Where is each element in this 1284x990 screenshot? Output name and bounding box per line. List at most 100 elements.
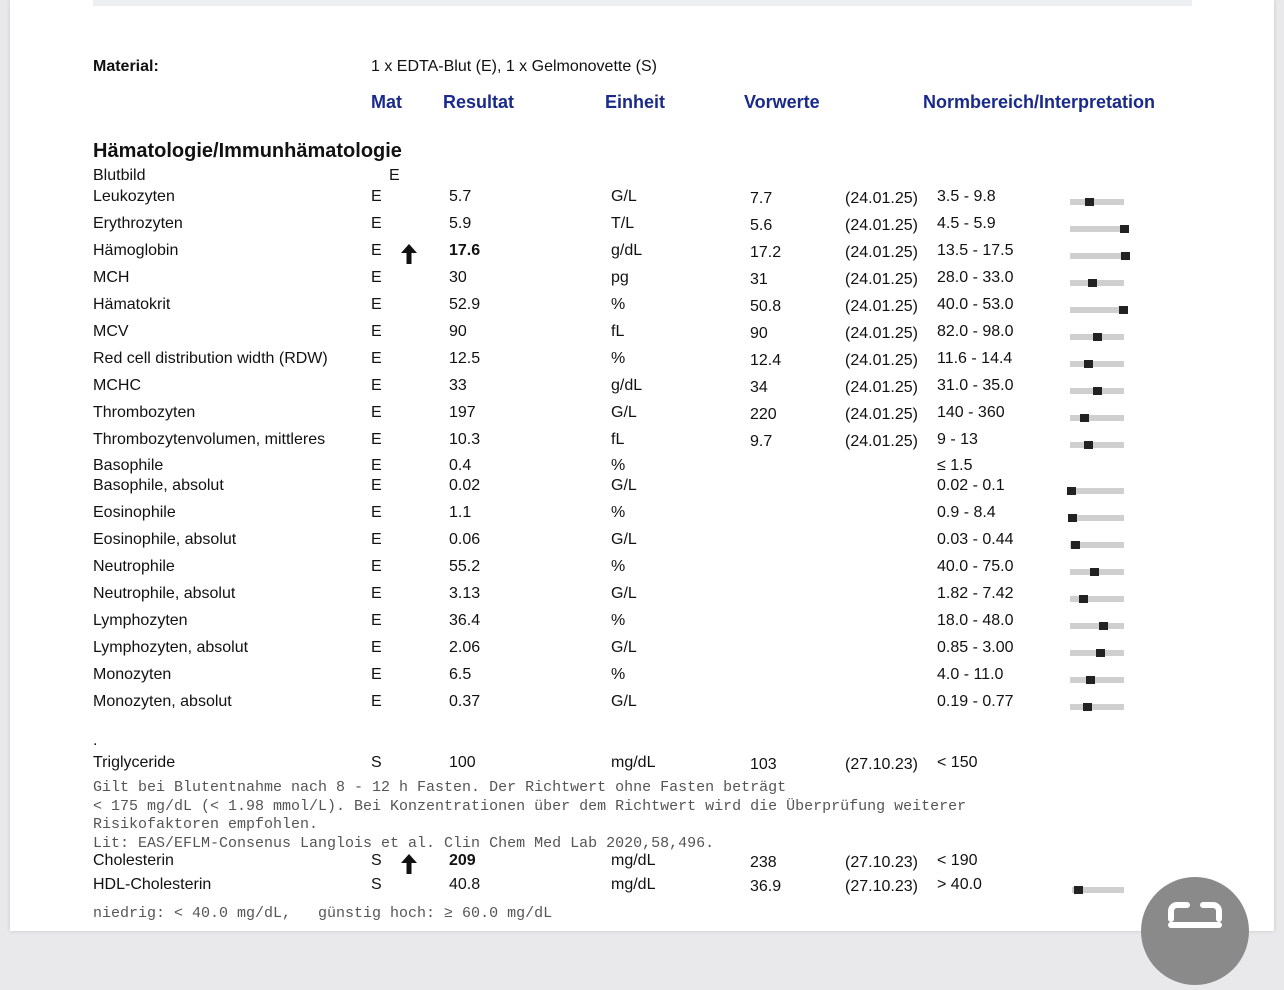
previous-value: 34 (750, 379, 768, 396)
unit: % (611, 612, 626, 629)
reference-range: 0.02 - 0.1 (937, 477, 1005, 494)
scan-button[interactable] (1141, 877, 1249, 985)
top-bar (93, 0, 1192, 6)
note-line: < 175 mg/dL (< 1.98 mmol/L). Bei Konzent… (93, 797, 967, 815)
unit: G/L (611, 404, 637, 421)
range-bar (1070, 488, 1124, 494)
reference-range: 9 - 13 (937, 431, 978, 448)
test-name: Red cell distribution width (RDW) (93, 350, 328, 367)
reference-range: 31.0 - 35.0 (937, 377, 1014, 394)
test-name: Thrombozyten (93, 404, 196, 421)
previous-value: 50.8 (750, 298, 782, 315)
result: 52.9 (449, 296, 481, 313)
range-bar (1070, 677, 1124, 683)
previous-date: (27.10.23) (845, 756, 918, 773)
material: E (371, 404, 382, 421)
unit: g/dL (611, 377, 643, 394)
unit: T/L (611, 215, 635, 232)
note-line: Gilt bei Blutentnahme nach 8 - 12 h Fast… (93, 779, 787, 796)
group-name: Blutbild (93, 167, 146, 184)
previous-value: 9.7 (750, 433, 773, 450)
previous-date: (24.01.25) (845, 298, 918, 315)
range-marker (1090, 568, 1099, 576)
page: {"material": {"label": "Material:", "val… (10, 0, 1274, 985)
range-bar (1070, 704, 1124, 710)
result: 1.1 (449, 504, 472, 521)
previous-date: (24.01.25) (845, 217, 918, 234)
group-mat: E (389, 167, 400, 184)
range-bar (1070, 415, 1124, 421)
result: 0.4 (449, 457, 472, 474)
previous-date: (24.01.25) (845, 271, 918, 288)
unit: % (611, 296, 626, 313)
test-name: Cholesterin (93, 852, 174, 869)
previous-value: 12.4 (750, 352, 782, 369)
range-bar (1070, 623, 1124, 629)
range-marker (1099, 622, 1108, 630)
result: 209 (449, 852, 476, 869)
unit: mg/dL (611, 852, 656, 869)
material: E (371, 431, 382, 448)
reference-range: 0.19 - 0.77 (937, 693, 1014, 710)
previous-value: 17.2 (750, 244, 782, 261)
result: 0.37 (449, 693, 481, 710)
material: E (371, 215, 382, 232)
unit: G/L (611, 531, 637, 548)
unit: fL (611, 431, 625, 448)
range-bar (1070, 280, 1124, 286)
material: E (371, 457, 382, 474)
section-title: Hämatologie/Immunhämatologie (93, 140, 402, 162)
unit: G/L (611, 477, 637, 494)
material: E (371, 377, 382, 394)
range-marker (1093, 333, 1102, 341)
test-name: Lymphozyten (93, 612, 188, 629)
reference-range: 4.0 - 11.0 (937, 666, 1004, 683)
high-flag (401, 854, 417, 874)
range-bar (1070, 226, 1124, 232)
range-bar (1070, 307, 1124, 313)
range-marker (1071, 541, 1080, 549)
reference-range: 40.0 - 53.0 (937, 296, 1014, 313)
range-bar (1070, 361, 1124, 367)
range-marker (1083, 703, 1092, 711)
test-name: MCH (93, 269, 130, 286)
previous-date: (24.01.25) (845, 325, 918, 342)
range-marker (1084, 360, 1093, 368)
reference-range: 40.0 - 75.0 (937, 558, 1014, 575)
previous-value: 36.9 (750, 878, 782, 895)
unit: G/L (611, 585, 637, 602)
result: 100 (449, 754, 476, 771)
range-marker (1120, 225, 1129, 233)
unit: mg/dL (611, 876, 656, 893)
result: 55.2 (449, 558, 481, 575)
previous-date: (24.01.25) (845, 379, 918, 396)
test-name: Neutrophile, absolut (93, 585, 236, 602)
note-line: niedrig: < 40.0 mg/dL, günstig hoch: ≥ 6… (93, 905, 553, 922)
previous-date: (24.01.25) (845, 352, 918, 369)
unit: mg/dL (611, 754, 656, 771)
unit: pg (611, 269, 629, 286)
result: 3.13 (449, 585, 481, 602)
test-name: Basophile, absolut (93, 477, 224, 494)
reference-range: 0.85 - 3.00 (937, 639, 1014, 656)
range-bar (1070, 515, 1124, 521)
result: 5.9 (449, 215, 472, 232)
material: S (371, 754, 382, 771)
result: 2.06 (449, 639, 481, 656)
range-marker (1096, 649, 1105, 657)
range-bar (1070, 542, 1124, 548)
column-header: Resultat (443, 92, 515, 112)
previous-value: 7.7 (750, 190, 773, 207)
range-marker (1085, 198, 1094, 206)
test-name: Leukozyten (93, 188, 175, 205)
test-name: MCHC (93, 377, 141, 394)
reference-range: 0.9 - 8.4 (937, 504, 996, 521)
reference-range: 4.5 - 5.9 (937, 215, 996, 232)
result: 17.6 (449, 242, 481, 259)
unit: g/dL (611, 242, 643, 259)
high-flag (401, 244, 417, 264)
test-name: MCV (93, 323, 129, 340)
unit: G/L (611, 639, 637, 656)
test-name: Eosinophile, absolut (93, 531, 237, 548)
material: E (371, 612, 382, 629)
